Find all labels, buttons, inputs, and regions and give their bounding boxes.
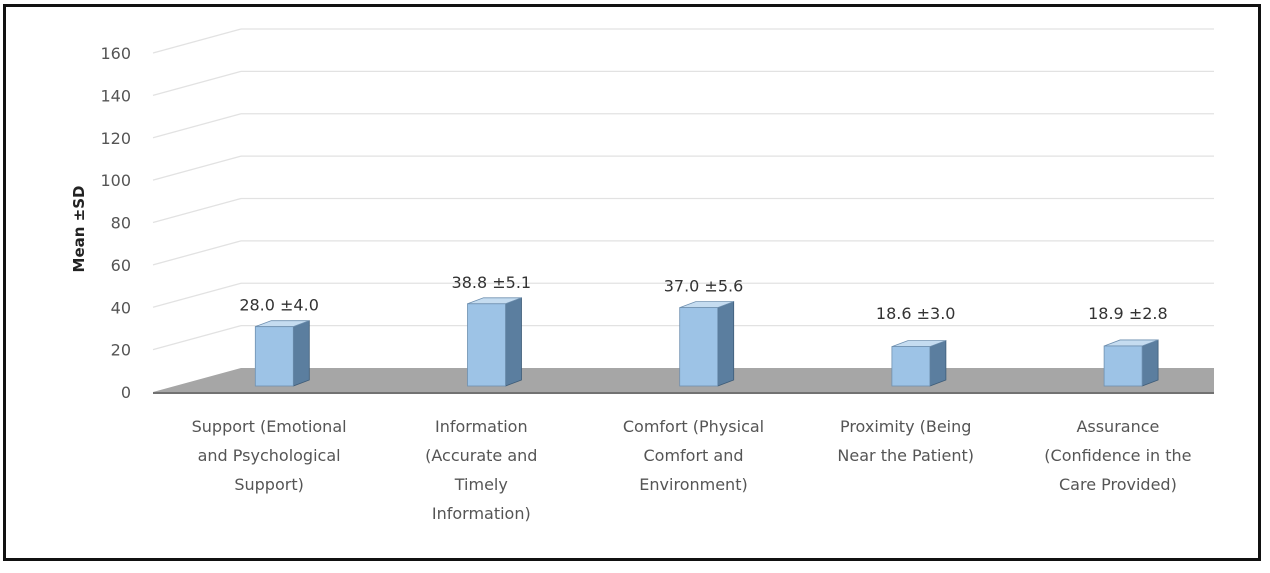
- bar-front: [467, 303, 506, 387]
- y-tick-label: 160: [100, 44, 131, 63]
- bar: [1103, 339, 1159, 387]
- y-tick-label: 120: [100, 129, 131, 148]
- data-label: 38.8 ±5.1: [452, 273, 532, 292]
- bar-side: [717, 301, 735, 387]
- category-label-line: Information: [435, 417, 528, 436]
- bar-front: [254, 326, 294, 387]
- gridline-diagonal: [152, 113, 242, 139]
- y-axis-label: Mean ±SD: [70, 186, 88, 273]
- bar-chart: 0 20 40 60 80 100 120 140 160 Mean ±SD 28.0 ±4.0…: [70, 28, 1214, 523]
- category-label-line: Comfort and: [643, 446, 743, 465]
- category-label-line: Comfort (Physical: [623, 417, 764, 436]
- data-label: 37.0 ±5.6: [664, 277, 744, 296]
- y-tick-label: 40: [111, 298, 131, 317]
- data-label: 18.6 ±3.0: [876, 304, 956, 323]
- category-label-line: Assurance: [1076, 417, 1159, 436]
- gridline-diagonal: [152, 240, 242, 266]
- category-label-line: Care Provided): [1059, 475, 1177, 494]
- bar-side: [1141, 339, 1159, 387]
- bar-front: [1103, 345, 1143, 387]
- bar-side: [929, 340, 947, 387]
- y-tick-label: 20: [111, 341, 131, 360]
- bar-front: [891, 346, 931, 387]
- y-axis-ticks: 0 20 40 60 80 100 120 140 160: [100, 44, 131, 402]
- bar: [891, 340, 947, 387]
- gridline-diagonal: [152, 28, 242, 54]
- category-label-line: Support): [234, 475, 304, 494]
- bar: [467, 297, 522, 387]
- category-labels: Support (Emotional and Psychological Suppo…: [192, 417, 1192, 523]
- data-label: 28.0 ±4.0: [239, 296, 319, 315]
- category-label-line: Environment): [639, 475, 747, 494]
- category-label: Support (Emotional and Psychological Suppo…: [192, 417, 347, 494]
- category-label-line: (Accurate and: [425, 446, 537, 465]
- category-label-line: and Psychological: [198, 446, 341, 465]
- category-label: Comfort (Physical Comfort and Environment): [623, 417, 764, 494]
- gridline-diagonal: [152, 197, 242, 224]
- bar-front: [679, 307, 719, 387]
- gridlines: [152, 28, 1214, 351]
- category-label-line: (Confidence in the: [1044, 446, 1191, 465]
- bar-side: [292, 320, 310, 387]
- y-tick-label: 60: [111, 256, 131, 275]
- y-tick-label: 140: [100, 86, 131, 105]
- bar: [254, 320, 310, 387]
- y-tick-label: 0: [121, 383, 131, 402]
- bar-side: [505, 297, 522, 387]
- category-label-line: Support (Emotional: [192, 417, 347, 436]
- bars: [254, 297, 1159, 387]
- y-tick-label: 80: [111, 214, 131, 233]
- category-label-line: Information): [432, 504, 531, 523]
- data-labels: 28.0 ±4.0 38.8 ±5.1 37.0 ±5.6 18.6 ±3.0 18.9…: [239, 273, 1167, 323]
- category-label: Assurance (Confidence in the Care Provided…: [1044, 417, 1191, 494]
- category-label-line: Near the Patient): [837, 446, 974, 465]
- gridline-diagonal: [152, 324, 242, 351]
- category-label: Proximity (Being Near the Patient): [837, 417, 974, 465]
- data-label: 18.9 ±2.8: [1088, 304, 1168, 323]
- category-label: Information (Accurate and Timely Informatio…: [425, 417, 537, 523]
- category-label-line: Timely: [454, 475, 508, 494]
- y-tick-label: 100: [100, 171, 131, 190]
- bar: [679, 301, 735, 387]
- gridline-diagonal: [152, 282, 242, 308]
- chart-frame: 0 20 40 60 80 100 120 140 160 Mean ±SD 28.0 ±4.0…: [3, 4, 1261, 561]
- gridline-diagonal: [152, 155, 242, 181]
- category-label-line: Proximity (Being: [840, 417, 971, 436]
- gridline-diagonal: [152, 70, 242, 97]
